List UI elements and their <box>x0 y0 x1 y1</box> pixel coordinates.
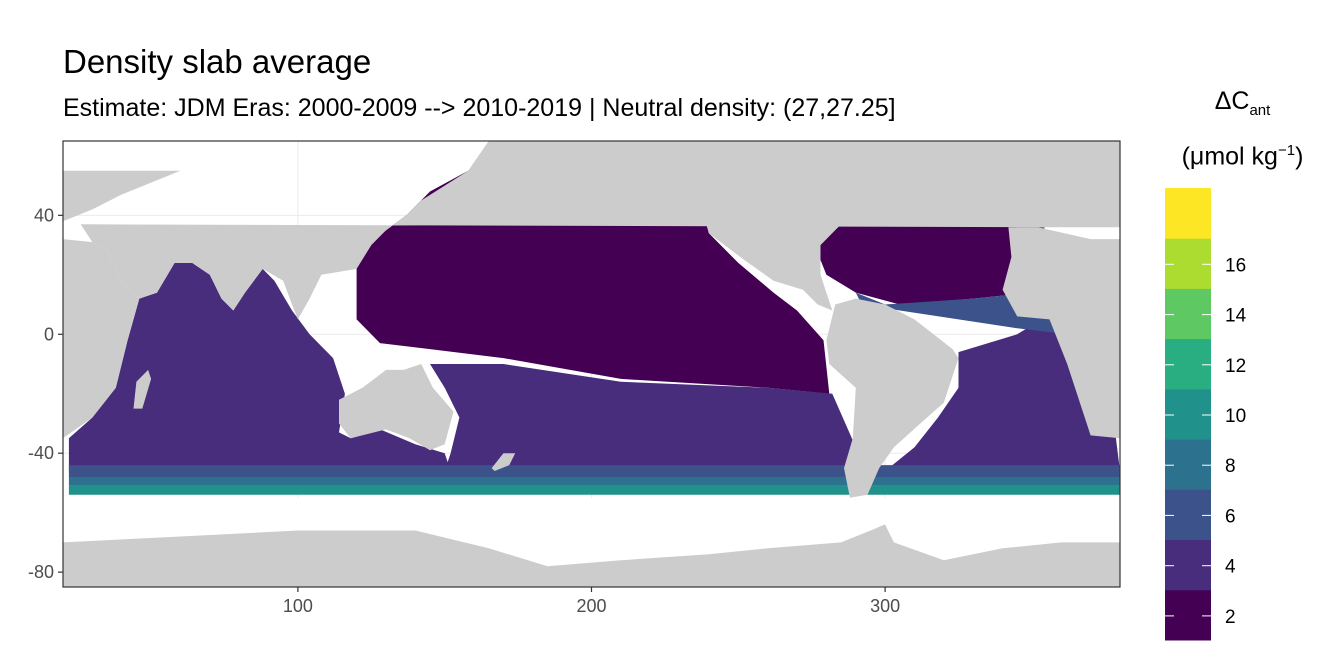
y-tick-label: -40 <box>28 443 54 463</box>
land-africa <box>1002 227 1120 439</box>
legend-swatch <box>1165 288 1211 340</box>
land-eurasia-west <box>63 170 181 222</box>
legend-title: ΔCant <box>1150 86 1335 126</box>
chart-subtitle: Estimate: JDM Eras: 2000-2009 --> 2010-2… <box>63 94 896 122</box>
x-tick-label: 300 <box>870 596 900 616</box>
no-data-southern-ocean-no-data <box>63 497 1120 567</box>
legend-swatch <box>1165 439 1211 490</box>
y-tick-label: -80 <box>28 562 54 582</box>
legend-label: 16 <box>1225 255 1246 276</box>
legend-label: 2 <box>1225 607 1236 628</box>
legend-title-subscript: ant <box>1249 102 1271 119</box>
legend-units-suffix: ) <box>1295 142 1304 171</box>
legend-label: 4 <box>1225 557 1236 578</box>
legend-swatch <box>1165 188 1211 239</box>
legend-label: 8 <box>1225 456 1236 477</box>
y-tick-label: 0 <box>44 324 54 344</box>
land-africa-east <box>63 239 140 439</box>
ocean-region-south-atlantic <box>885 316 1120 471</box>
legend-swatch <box>1165 338 1211 390</box>
legend-label: 10 <box>1225 406 1246 427</box>
legend-swatch <box>1165 589 1211 641</box>
legend-units-superscript: −1 <box>1277 142 1296 159</box>
legend-units-prefix: (μmol kg <box>1181 142 1278 171</box>
legend-swatch <box>1165 539 1211 591</box>
y-tick-label: 40 <box>34 205 54 225</box>
ocean-region-indian-ocean <box>68 262 451 471</box>
land-new-zealand-south <box>491 453 516 471</box>
legend-units: (μmol kg−1) <box>1150 136 1335 171</box>
ocean-region-southern-band-bin4 <box>68 485 1120 495</box>
legend-label: 14 <box>1225 306 1247 327</box>
x-tick-label: 200 <box>576 596 606 616</box>
ocean-region-southern-band-bin3 <box>68 477 1120 486</box>
ocean-region-southern-band-bin2 <box>68 465 1120 477</box>
legend-swatch <box>1165 238 1211 289</box>
ocean-region-south-pacific <box>430 364 862 471</box>
legend-swatch <box>1165 489 1211 540</box>
land-antarctica <box>63 524 1120 587</box>
legend-swatch <box>1165 388 1211 440</box>
chart-title: Density slab average <box>63 43 372 80</box>
land-madagascar <box>133 369 152 409</box>
legend-title-main: ΔC <box>1214 87 1250 115</box>
land-south-america <box>826 298 959 498</box>
legend-label: 6 <box>1225 506 1236 527</box>
land-australia <box>339 364 454 451</box>
legend-colorbar: 2 4 6 8 10 12 14 16 <box>1165 188 1247 641</box>
legend-label: 12 <box>1225 356 1246 377</box>
x-tick-label: 100 <box>283 596 313 616</box>
land-eurasia <box>80 141 1120 320</box>
land-layer <box>63 141 1120 587</box>
